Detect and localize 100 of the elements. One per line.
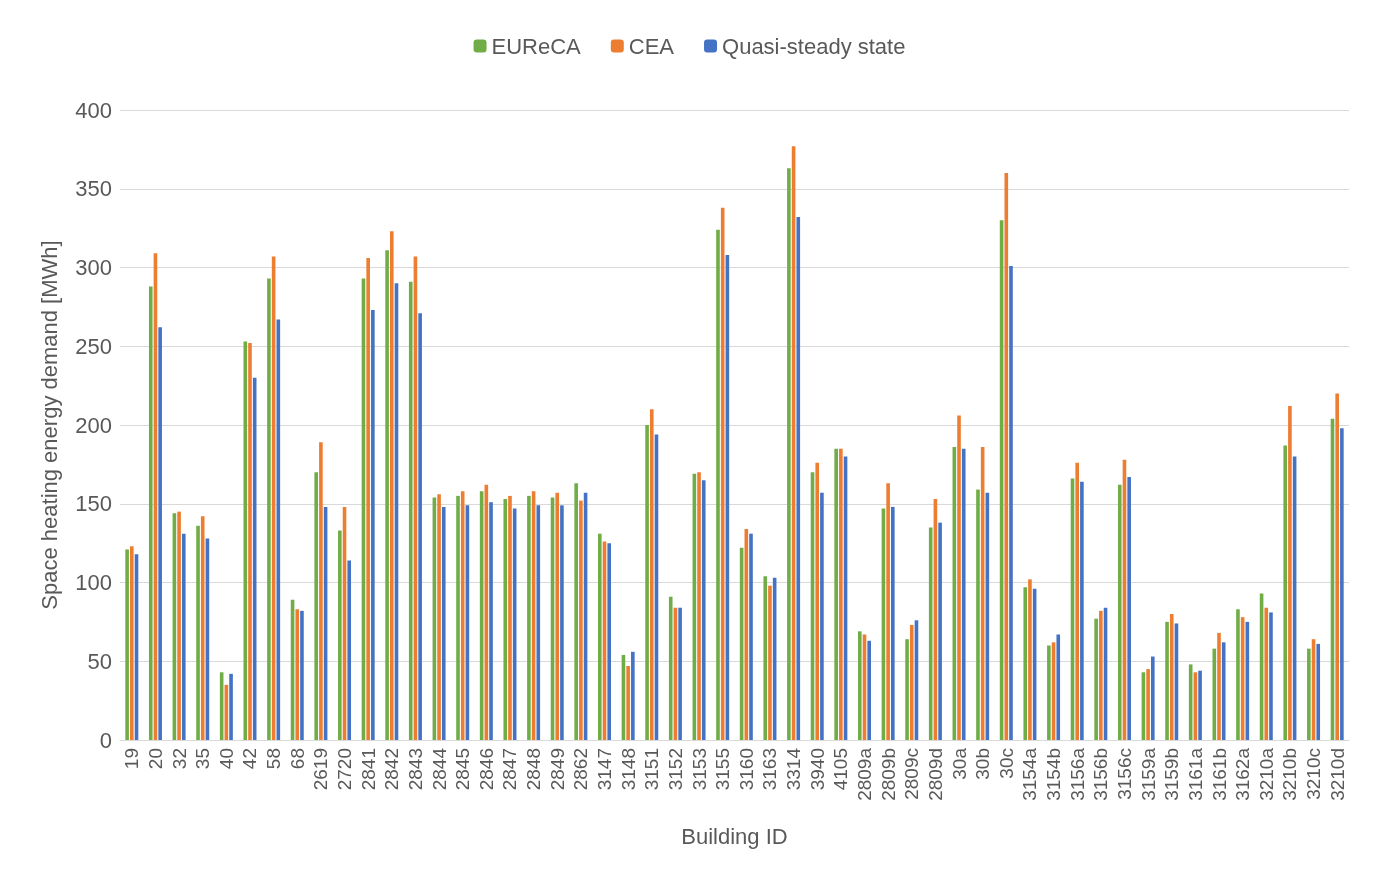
x-tick-label: 3154a: [1019, 747, 1041, 801]
x-tick-label: 2846: [475, 748, 497, 791]
bar: [295, 609, 300, 740]
bar: [1099, 610, 1103, 740]
bar: [1117, 484, 1122, 740]
bar: [928, 527, 933, 740]
bar: [1221, 642, 1226, 740]
bar: [668, 596, 673, 740]
bar: [456, 495, 460, 740]
bar: [177, 511, 181, 740]
y-tick-label: 350: [75, 176, 112, 202]
x-tick-label: 2847: [499, 748, 521, 791]
x-tick-label: 3161a: [1184, 747, 1206, 801]
bar: [649, 409, 654, 740]
x-tick-label: 2809c: [901, 748, 923, 800]
bar: [905, 639, 909, 740]
x-tick-label: 3161b: [1208, 748, 1230, 801]
x-tick-label: 30b: [972, 748, 994, 780]
x-tick-label: 3154b: [1043, 748, 1065, 801]
x-tick-label: 3210a: [1255, 747, 1277, 801]
bar: [1075, 462, 1080, 740]
x-tick-label: 2809d: [924, 748, 946, 801]
bar: [763, 576, 768, 740]
bar: [181, 533, 186, 740]
y-tick-label: 50: [87, 648, 112, 674]
bar: [598, 533, 602, 740]
bar: [366, 258, 370, 740]
y-tick-label: 150: [75, 491, 112, 517]
x-tick-label: 2842: [381, 748, 403, 791]
x-tick-label: 42: [239, 748, 261, 770]
bar: [1217, 632, 1221, 740]
bar: [1169, 614, 1174, 740]
bar: [300, 610, 304, 740]
bar: [130, 546, 134, 740]
bar: [158, 327, 162, 740]
bar: [938, 522, 942, 740]
bar: [815, 462, 820, 740]
x-tick-label: 3156c: [1113, 748, 1135, 800]
legend-label: CEA: [628, 33, 675, 59]
bar: [607, 543, 612, 740]
bar: [891, 506, 895, 740]
bar: [957, 415, 961, 740]
bar: [319, 442, 323, 740]
x-tick-label: 3210c: [1303, 748, 1325, 800]
bar: [200, 516, 205, 740]
bar: [441, 506, 446, 740]
bar: [314, 472, 319, 740]
bar: [976, 489, 980, 740]
y-tick-label: 100: [75, 570, 112, 595]
bar: [1269, 612, 1273, 740]
bar: [820, 492, 824, 740]
x-tick-label: 2845: [452, 748, 474, 791]
x-tick-label: 3210b: [1279, 748, 1301, 801]
bar: [347, 560, 352, 740]
bar: [909, 625, 914, 740]
bar: [626, 665, 630, 740]
y-tick-label: 400: [75, 97, 112, 123]
legend-label: Quasi-steady state: [722, 33, 906, 59]
y-axis-title: Space heating energy demand [MWh]: [36, 240, 62, 610]
bar: [1056, 634, 1061, 740]
bar: [701, 480, 706, 740]
x-tick-label: 20: [144, 748, 166, 770]
x-tick-label: 3210d: [1326, 748, 1348, 801]
bar: [749, 533, 753, 740]
bar: [1146, 669, 1150, 740]
x-tick-label: 3940: [806, 748, 828, 791]
bar: [1028, 579, 1032, 740]
bar: [574, 483, 578, 740]
x-tick-label: 3314: [783, 747, 805, 791]
y-tick-label: 0: [99, 727, 112, 753]
bar: [196, 525, 200, 740]
x-tick-label: 4105: [830, 748, 852, 791]
bar: [503, 499, 508, 740]
bar: [267, 278, 271, 740]
bar: [371, 310, 375, 740]
x-tick-label: 3159a: [1137, 747, 1159, 801]
bar: [437, 494, 441, 740]
x-tick-label: 3148: [617, 748, 639, 791]
bar: [1080, 481, 1084, 740]
bar: [555, 492, 560, 740]
bar: [1307, 648, 1311, 740]
bar: [489, 502, 493, 740]
x-tick-label: 30c: [995, 748, 1017, 779]
y-tick-label: 300: [75, 255, 112, 280]
x-tick-label: 3155: [712, 748, 734, 791]
bar: [125, 549, 129, 740]
legend-label: EUReCA: [491, 33, 582, 59]
x-tick-label: 3159b: [1161, 748, 1183, 801]
x-tick-label: 2849: [546, 748, 568, 791]
bar: [1236, 609, 1240, 740]
bar: [1023, 587, 1028, 740]
x-tick-label: 3162a: [1232, 747, 1254, 801]
bar: [338, 530, 342, 740]
bar: [645, 425, 649, 740]
bar: [460, 491, 465, 740]
bar: [248, 343, 252, 740]
bar: [796, 217, 801, 740]
x-tick-label: 3151: [641, 748, 663, 791]
x-tick-label: 30a: [948, 747, 970, 780]
x-tick-label: 3153: [688, 748, 710, 791]
